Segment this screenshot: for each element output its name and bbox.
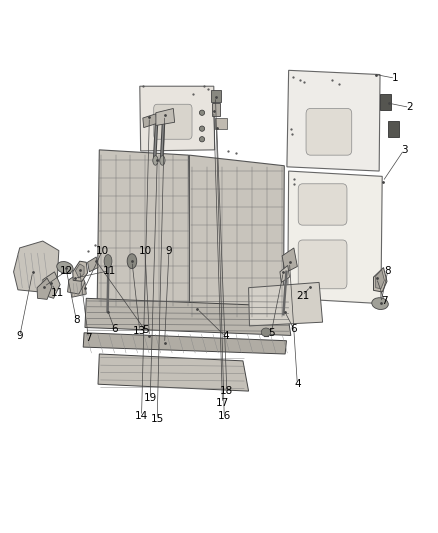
Polygon shape [83,333,286,354]
Polygon shape [156,109,175,125]
Polygon shape [282,248,297,273]
Polygon shape [97,150,191,312]
Ellipse shape [104,255,112,268]
Polygon shape [380,94,391,110]
Text: 15: 15 [151,414,164,424]
Polygon shape [67,272,85,294]
Bar [212,103,220,116]
Text: 10: 10 [138,246,152,256]
Text: 12: 12 [60,266,73,276]
Text: 5: 5 [142,325,148,335]
Polygon shape [140,86,215,151]
Text: 6: 6 [290,324,297,334]
Text: 7: 7 [381,296,388,306]
Text: 17: 17 [216,398,229,408]
FancyBboxPatch shape [154,104,192,139]
Polygon shape [72,282,86,297]
Polygon shape [37,278,52,300]
Polygon shape [249,282,322,326]
Ellipse shape [199,126,205,131]
Text: 9: 9 [16,332,23,342]
Polygon shape [280,265,290,282]
Polygon shape [85,298,291,335]
Ellipse shape [199,110,205,115]
Ellipse shape [127,254,137,269]
Text: 7: 7 [85,333,92,343]
Ellipse shape [261,328,271,336]
Ellipse shape [199,136,205,142]
Polygon shape [189,155,284,319]
Ellipse shape [372,298,388,310]
Polygon shape [88,257,98,272]
Polygon shape [288,171,382,304]
Text: 10: 10 [96,246,109,256]
Ellipse shape [160,156,165,165]
FancyBboxPatch shape [298,184,347,225]
Bar [215,118,227,128]
Text: 16: 16 [218,411,231,421]
Polygon shape [376,270,385,289]
Text: 21: 21 [296,290,309,301]
Text: 14: 14 [135,411,148,421]
Bar [211,91,221,102]
Text: 2: 2 [406,102,413,112]
Text: 3: 3 [401,145,407,155]
Text: 11: 11 [50,288,64,298]
Polygon shape [73,261,88,281]
Text: 6: 6 [111,324,118,334]
Polygon shape [374,268,387,292]
Polygon shape [143,114,157,127]
Text: 13: 13 [133,326,146,336]
Text: 8: 8 [73,314,80,325]
Ellipse shape [57,262,73,273]
Polygon shape [43,272,60,298]
Polygon shape [98,354,249,391]
Polygon shape [388,120,399,136]
Text: 4: 4 [294,379,300,389]
Ellipse shape [153,156,158,165]
Polygon shape [287,70,380,171]
Text: 18: 18 [220,386,233,396]
Polygon shape [14,241,59,292]
Text: 1: 1 [392,73,399,83]
Text: 5: 5 [268,328,275,338]
Text: 19: 19 [144,393,157,403]
FancyBboxPatch shape [306,109,352,155]
FancyBboxPatch shape [298,240,347,289]
Text: 4: 4 [222,332,229,342]
Polygon shape [75,264,84,278]
Text: 11: 11 [102,266,116,276]
Text: 9: 9 [166,246,172,256]
Text: 8: 8 [385,266,391,276]
